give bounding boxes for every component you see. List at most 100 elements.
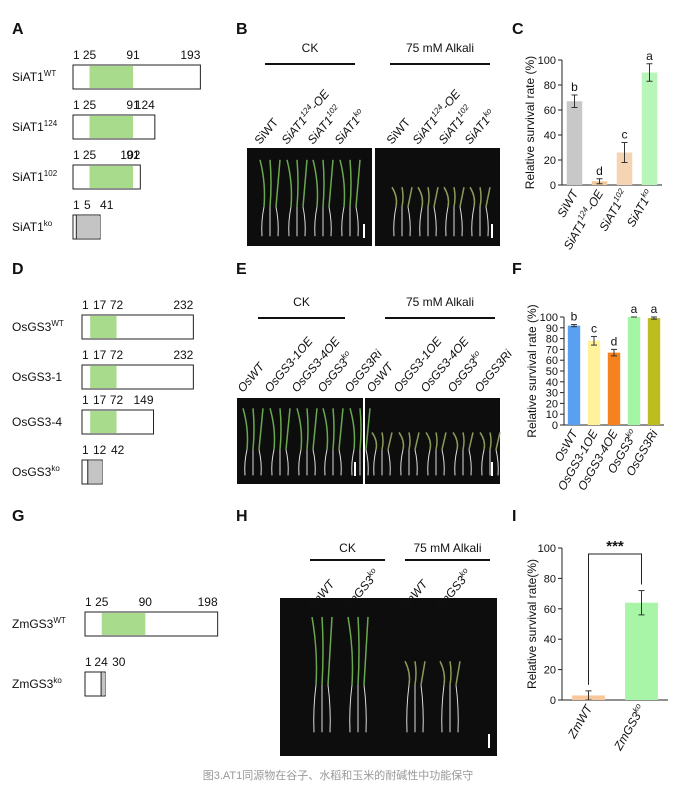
seedling [269,408,276,450]
root [312,449,316,476]
seedling [495,432,501,450]
root [314,206,318,237]
root [455,684,459,733]
seedling [479,187,482,207]
position-label: 17 [93,298,107,312]
seedling [417,186,424,207]
y-axis-label: Relative survival rate (%) [523,56,537,189]
treatment-label: CK [302,41,319,55]
bar [566,101,583,185]
root [441,684,445,733]
position-label: 1 [85,595,92,609]
root [338,449,342,476]
seedling [462,432,465,450]
significance-letter: a [651,302,658,316]
root [363,684,367,733]
root [285,449,289,476]
label-base: SiAT1 [624,195,652,230]
root [324,449,328,476]
root [433,206,437,237]
seedling [435,432,438,450]
position-label: 198 [198,595,218,609]
seedling [452,431,459,450]
seedling [441,432,447,450]
root [261,206,265,237]
seedling [286,159,293,207]
seedling [259,159,266,207]
position-label: 91 [126,98,140,112]
root [407,206,411,237]
domain [90,316,117,338]
seedling [363,616,369,685]
deleted-region [87,461,103,483]
seedling [252,408,255,450]
seedling [355,159,361,207]
significance-letter: b [571,80,578,94]
seedling [338,408,344,450]
position-label: 1 [82,298,89,312]
panel-letter: C [512,21,524,38]
protein-name-base: SiAT1 [12,170,44,184]
root [445,206,449,237]
root [387,449,391,476]
position-label: 193 [180,48,200,62]
significance-letter: d [596,164,603,178]
y-axis-label: Relative survival rate(%) [525,559,539,689]
y-tick-label: 90 [546,323,558,335]
y-tick-label: 50 [546,366,558,378]
seedling [439,660,446,686]
y-tick-label: 100 [538,543,556,555]
root [351,449,355,476]
significance-letter: a [631,302,638,316]
protein-name: SiAT1WT [12,69,56,84]
x-tick-label: SiAT1ko [623,187,656,230]
position-label: 232 [173,298,193,312]
seedling [489,432,492,450]
y-tick-label: 40 [544,130,556,142]
root [420,684,424,733]
protein-name-base: OsGS3-1 [12,370,62,384]
seedling [391,186,398,207]
treatment-label: 75 mM Alkali [406,295,474,309]
root [406,684,410,733]
protein-name-superscript: WT [44,69,57,78]
y-tick-label: 10 [546,409,558,421]
root [341,206,345,237]
bar [587,340,601,425]
y-tick-label: 0 [552,420,558,432]
domain [89,166,134,188]
seedling [306,408,309,450]
panel-letter: E [236,261,247,278]
bar [616,152,633,185]
y-tick-label: 80 [546,334,558,346]
panel-letter: H [236,508,248,525]
seedling [469,186,476,207]
seedling [443,186,450,207]
root [328,206,332,237]
seedling [381,432,384,450]
label-base: OsWT [235,359,269,395]
protein-name: SiAT1102 [12,169,58,184]
significance-letter: d [611,334,618,348]
root [244,449,248,476]
root [355,206,359,237]
protein-name-base: SiAT1 [12,70,44,84]
position-label: 25 [83,48,97,62]
significance-letter: b [571,310,578,324]
seedling [321,616,324,685]
root [288,206,292,237]
root [468,449,472,476]
seedling [420,661,426,686]
position-label: 1 [82,443,89,457]
seedling [312,159,319,207]
protein-name-base: ZmGS3 [12,617,54,631]
position-label: 41 [100,198,114,212]
seedling [359,408,362,450]
position-label: 17 [93,348,107,362]
y-tick-label: 40 [546,377,558,389]
y-tick-label: 30 [546,388,558,400]
protein-name-superscript: ko [44,219,53,228]
protein-name-base: SiAT1 [12,220,44,234]
root [419,206,423,237]
